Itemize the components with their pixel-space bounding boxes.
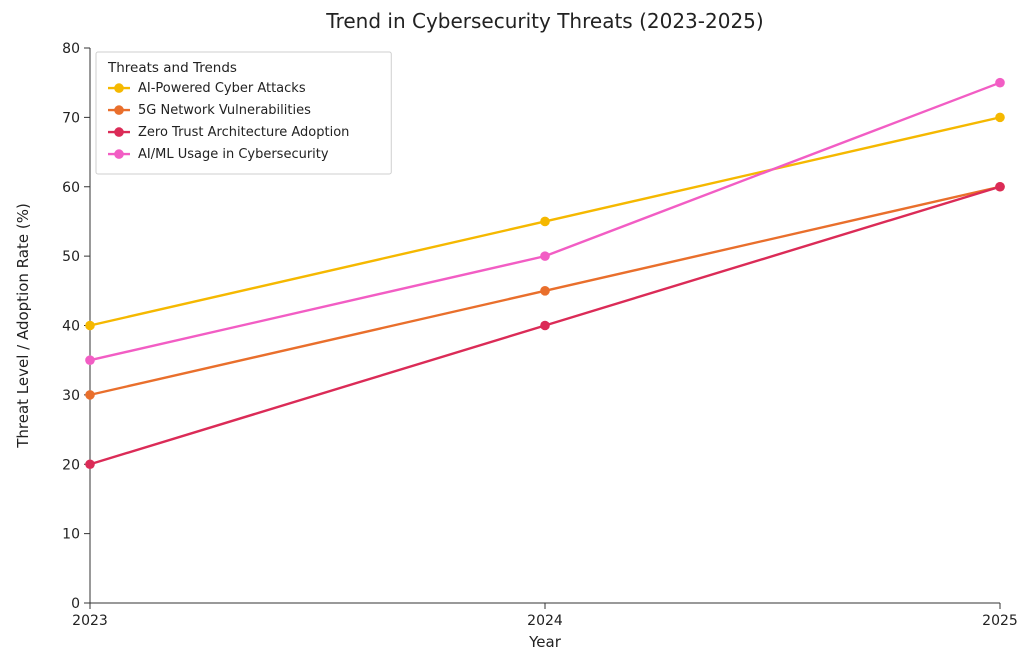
x-axis-label: Year [528,633,562,651]
legend-swatch-marker [114,105,124,115]
y-tick-label: 10 [62,527,80,543]
y-tick-label: 80 [62,41,80,57]
chart-svg: Trend in Cybersecurity Threats (2023-202… [0,0,1024,669]
legend-item-label: 5G Network Vulnerabilities [138,103,311,118]
legend-swatch-marker [114,127,124,137]
series-marker [85,355,95,365]
y-tick-label: 50 [62,249,80,265]
y-tick-label: 30 [62,388,80,404]
y-tick-label: 20 [62,457,80,473]
chart-container: Trend in Cybersecurity Threats (2023-202… [0,0,1024,669]
y-tick-label: 60 [62,180,80,196]
x-tick-label: 2025 [982,613,1018,629]
series-marker [85,459,95,469]
legend-item-label: AI-Powered Cyber Attacks [138,81,306,96]
series-marker [995,182,1005,192]
y-axis-label: Threat Level / Adoption Rate (%) [14,203,32,449]
legend-swatch-marker [114,83,124,93]
series-marker [540,286,550,296]
x-tick-label: 2024 [527,613,563,629]
y-tick-label: 70 [62,110,80,126]
x-ticks: 2023 2024 2025 [72,603,1018,629]
legend: Threats and Trends AI-Powered Cyber Atta… [96,52,391,174]
series-marker [995,113,1005,123]
chart-title: Trend in Cybersecurity Threats (2023-202… [325,9,763,33]
legend-item-label: AI/ML Usage in Cybersecurity [138,147,329,162]
y-tick-label: 0 [71,596,80,612]
series-marker [85,321,95,331]
series-marker [540,321,550,331]
series-marker [540,251,550,261]
x-tick-label: 2023 [72,613,108,629]
legend-title: Threats and Trends [107,60,237,76]
legend-item-label: Zero Trust Architecture Adoption [138,125,349,140]
legend-swatch-marker [114,149,124,159]
series-marker [995,78,1005,88]
series-marker [85,390,95,400]
series-marker [540,217,550,227]
series-line [85,182,1005,400]
y-tick-label: 40 [62,319,80,335]
